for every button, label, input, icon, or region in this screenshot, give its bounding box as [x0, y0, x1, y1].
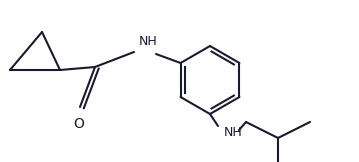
Text: NH: NH: [224, 126, 243, 139]
Text: O: O: [74, 117, 84, 131]
Text: NH: NH: [139, 35, 157, 48]
